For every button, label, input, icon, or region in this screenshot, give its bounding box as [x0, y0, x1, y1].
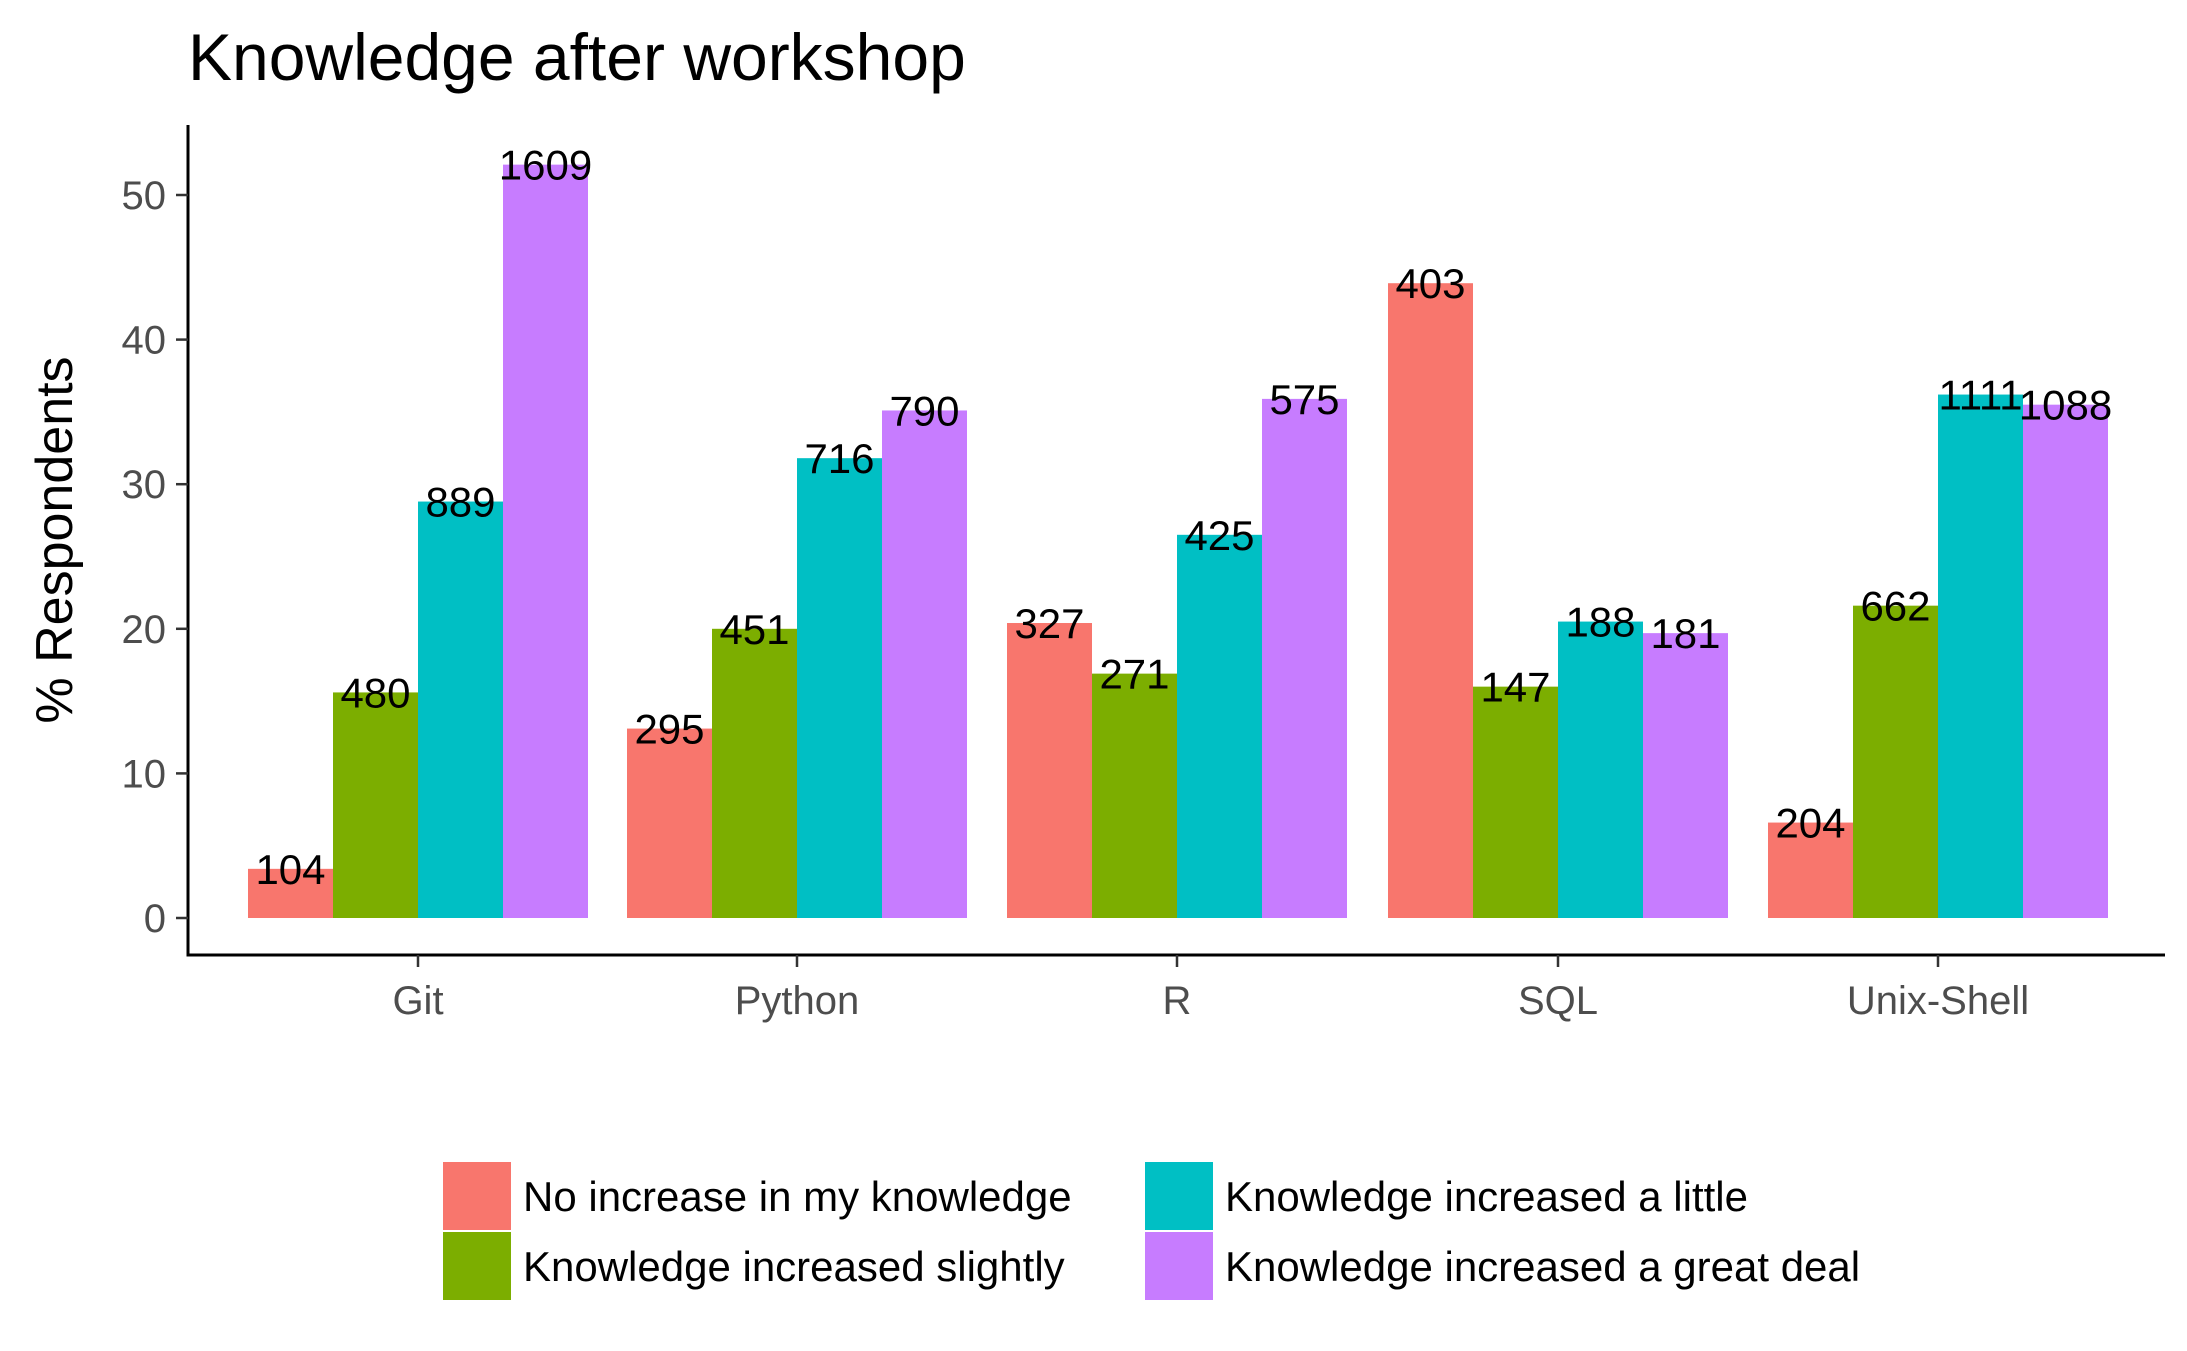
y-tick-label: 40 — [122, 319, 167, 363]
bar — [627, 728, 712, 918]
legend-label: Knowledge increased slightly — [523, 1243, 1065, 1290]
bar-value-label: 889 — [425, 479, 495, 526]
bar — [1177, 534, 1262, 918]
bar — [797, 458, 882, 918]
bar-value-label: 181 — [1650, 610, 1720, 657]
x-tick-label: Python — [735, 979, 860, 1023]
data-labels-group: 104 295 327 403 204 480 451 271 147 662 889 716 425 1… — [255, 142, 2112, 893]
bar — [1092, 673, 1177, 918]
bar — [712, 628, 797, 918]
bar — [333, 692, 418, 918]
y-tick-label: 10 — [122, 752, 167, 796]
bar — [1388, 283, 1473, 918]
bar-value-label: 271 — [1099, 651, 1169, 698]
chart-title: Knowledge after workshop — [188, 20, 966, 94]
bar-value-label: 716 — [804, 435, 874, 482]
bar-value-label: 147 — [1480, 664, 1550, 711]
bar-value-label: 295 — [634, 706, 704, 753]
y-tick-label: 50 — [122, 174, 167, 218]
bar — [1262, 398, 1347, 918]
legend-key — [443, 1162, 511, 1230]
bars-group — [248, 164, 2108, 919]
legend-label: No increase in my knowledge — [523, 1173, 1072, 1220]
x-tick-label: Git — [392, 979, 443, 1023]
legend-key — [1145, 1162, 1213, 1230]
bar-value-label: 104 — [255, 846, 325, 893]
y-tick-label: 20 — [122, 608, 167, 652]
bar-value-label: 188 — [1565, 599, 1635, 646]
y-tick-label: 0 — [144, 897, 166, 941]
bar-value-label: 1088 — [2019, 382, 2112, 429]
bar — [503, 164, 588, 918]
y-axis-title: % Respondents — [26, 356, 84, 723]
bar — [2023, 404, 2108, 918]
bar-value-label: 1111 — [1938, 372, 2022, 419]
bar-value-label: 480 — [340, 669, 410, 716]
bar-value-label: 327 — [1014, 600, 1084, 647]
bar — [1473, 686, 1558, 918]
bar-value-label: 662 — [1860, 583, 1930, 630]
y-tick-label: 30 — [122, 463, 167, 507]
x-tick-label: R — [1163, 979, 1192, 1023]
legend: No increase in my knowledge Knowledge inc… — [443, 1162, 1860, 1300]
bar-value-label: 204 — [1775, 800, 1845, 847]
bar — [1853, 605, 1938, 918]
bar — [1643, 633, 1728, 918]
bar — [248, 868, 333, 918]
bar — [1007, 623, 1092, 918]
bar — [1938, 394, 2023, 919]
legend-label: Knowledge increased a little — [1225, 1173, 1748, 1220]
legend-key — [1145, 1232, 1213, 1300]
legend-key — [443, 1232, 511, 1300]
x-tick-label: Unix-Shell — [1847, 979, 2029, 1023]
bar-value-label: 403 — [1395, 260, 1465, 307]
bar — [1558, 621, 1643, 918]
bar — [882, 410, 967, 918]
bar-value-label: 575 — [1269, 376, 1339, 423]
bar-value-label: 451 — [719, 606, 789, 653]
bar-value-label: 425 — [1184, 512, 1254, 559]
x-tick-label: SQL — [1518, 979, 1598, 1023]
x-axis: Git Python R SQL Unix-Shell — [186, 953, 2165, 1023]
bar — [418, 501, 503, 918]
y-axis: 0 10 20 30 40 50 — [122, 125, 190, 957]
bar-value-label: 1609 — [499, 142, 592, 189]
bar-value-label: 790 — [889, 387, 959, 434]
bar — [1768, 822, 1853, 918]
legend-label: Knowledge increased a great deal — [1225, 1243, 1860, 1290]
